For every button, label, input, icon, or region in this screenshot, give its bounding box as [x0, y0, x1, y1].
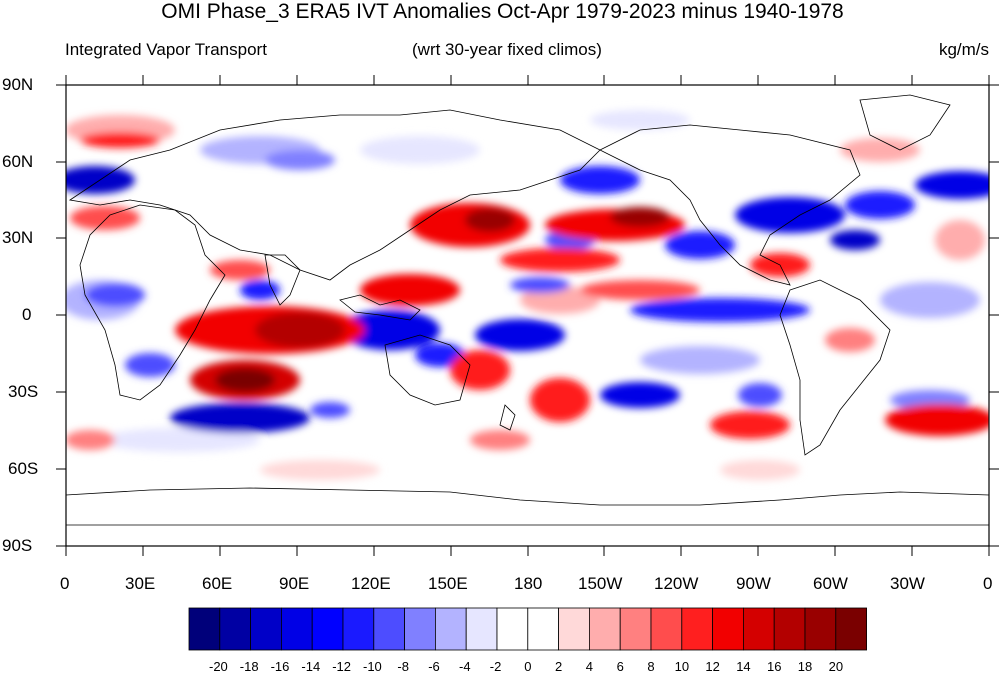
colorbar-tick-label: 0 [524, 659, 532, 674]
lon-label-180: 180 [514, 574, 543, 593]
lon-label-120w: 120W [654, 574, 699, 593]
colorbar-tick-label: 20 [828, 659, 844, 674]
lon-label-30e: 30E [125, 574, 156, 593]
colorbar-tick-label: 2 [555, 659, 563, 674]
colorbar-box [558, 607, 590, 651]
colorbar-tick-label: -14 [301, 659, 321, 674]
colorbar-box [311, 607, 344, 651]
lon-label-120e: 120E [351, 574, 391, 593]
colorbar-box [219, 607, 252, 651]
colorbar-box [527, 607, 559, 651]
variable-subtitle: Integrated Vapor Transport [65, 40, 267, 59]
colorbar-box [835, 607, 867, 651]
colorbar-tick-label: 12 [705, 659, 720, 674]
colorbar-box [804, 607, 837, 651]
lon-label-0: 0 [60, 574, 70, 593]
lat-label-60s: 60S [8, 459, 39, 478]
colorbar-tick-label: -16 [270, 659, 290, 674]
lat-label-90s: 90S [2, 536, 33, 555]
lat-label-30n: 30N [2, 228, 34, 247]
colorbar-tick-label: 4 [585, 659, 594, 674]
lat-label-90n: 90N [2, 75, 34, 94]
colorbar-tick-label: -2 [489, 659, 502, 674]
colorbar-box [496, 607, 529, 651]
colorbar-box [650, 607, 683, 651]
lat-ticks [56, 84, 999, 547]
colorbar-tick-label: 14 [736, 659, 751, 674]
lon-ticks [65, 75, 990, 556]
colorbar-box [619, 607, 652, 651]
lon-label-0-east: 0 [983, 574, 993, 593]
colorbar-box [465, 607, 498, 651]
colorbar-box [712, 607, 744, 651]
lon-label-60e: 60E [202, 574, 233, 593]
lat-label-30s: 30S [8, 382, 39, 401]
lon-label-90w: 90W [736, 574, 771, 593]
anomaly-field [66, 85, 989, 546]
lon-label-150e: 150E [428, 574, 468, 593]
colorbar-tick-label: -8 [397, 659, 409, 674]
colorbar-tick-label: -20 [209, 659, 228, 674]
colorbar-box [589, 607, 621, 651]
climatology-subtitle: (wrt 30-year fixed climos) [412, 40, 602, 59]
colorbar-box [773, 607, 806, 651]
colorbar-box [250, 607, 282, 651]
colorbar-tick-label: -10 [363, 659, 382, 674]
coastlines [66, 94, 989, 526]
colorbar-tick-label: -18 [239, 659, 259, 674]
lon-label-60w: 60W [813, 574, 848, 593]
colorbar [188, 607, 867, 651]
colorbar-box [743, 607, 775, 651]
colorbar-tick-label: 18 [797, 659, 813, 674]
colorbar-box [280, 607, 313, 651]
lon-label-150w: 150W [578, 574, 623, 593]
lon-label-30w: 30W [890, 574, 925, 593]
colorbar-tick-label: 10 [674, 659, 690, 674]
colorbar-box [342, 607, 375, 651]
colorbar-tick-label: -12 [332, 659, 351, 674]
colorbar-tick-label: -4 [459, 659, 471, 674]
colorbar-box [681, 607, 713, 651]
lat-label-eq: 0 [22, 305, 32, 324]
lat-label-60n: 60N [2, 152, 34, 171]
colorbar-box [434, 607, 467, 651]
colorbar-box [188, 607, 221, 651]
colorbar-box [404, 607, 436, 651]
colorbar-tick-label: -6 [428, 659, 440, 674]
map-title: OMI Phase_3 ERA5 IVT Anomalies Oct-Apr 1… [161, 0, 844, 23]
units-subtitle: kg/m/s [938, 40, 989, 59]
colorbar-box [373, 607, 405, 651]
lon-label-90e: 90E [279, 574, 310, 593]
colorbar-tick-label: 8 [647, 659, 655, 674]
colorbar-tick-label: 16 [767, 659, 782, 674]
colorbar-tick-label: 6 [616, 659, 624, 674]
